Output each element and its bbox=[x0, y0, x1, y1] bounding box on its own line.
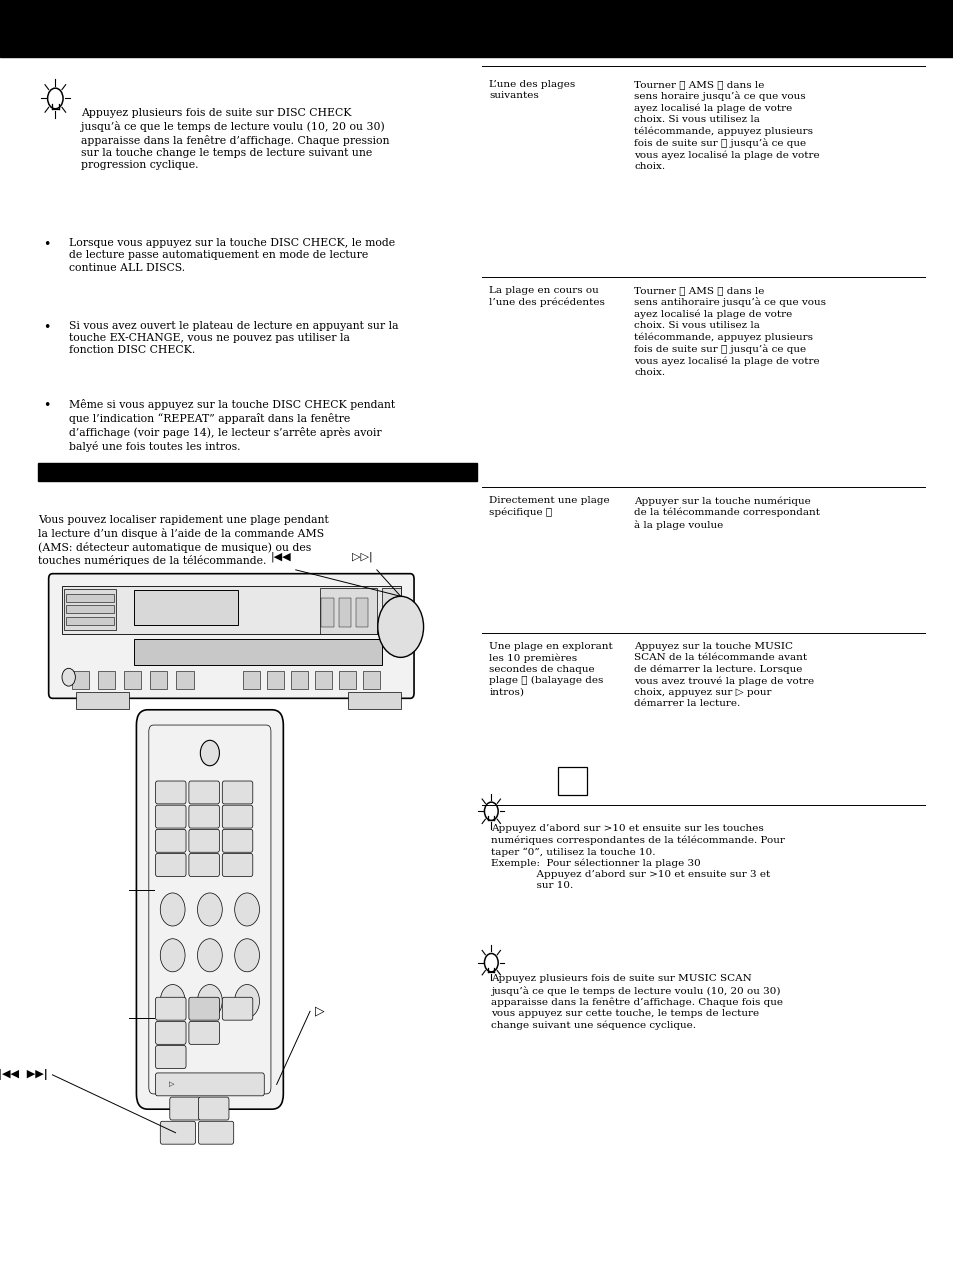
Circle shape bbox=[197, 893, 222, 926]
Text: Appuyez plusieurs fois de suite sur MUSIC SCAN
jusqu’à ce que le temps de lectur: Appuyez plusieurs fois de suite sur MUSI… bbox=[491, 974, 782, 1030]
Bar bbox=[321, 598, 334, 627]
Text: Une plage en explorant
les 10 premières
secondes de chaque
plage Ⓕ (balayage des: Une plage en explorant les 10 premières … bbox=[489, 642, 613, 697]
Text: •: • bbox=[43, 399, 51, 412]
Text: |◀◀: |◀◀ bbox=[271, 552, 292, 562]
Bar bbox=[338, 672, 355, 688]
Bar bbox=[66, 605, 113, 613]
FancyBboxPatch shape bbox=[189, 1021, 219, 1044]
Circle shape bbox=[234, 939, 259, 972]
Text: Appuyez plusieurs fois de suite sur DISC CHECK
jusqu’à ce que le temps de lectur: Appuyez plusieurs fois de suite sur DISC… bbox=[81, 108, 389, 170]
Circle shape bbox=[160, 893, 185, 926]
FancyBboxPatch shape bbox=[136, 710, 283, 1109]
Text: ▷: ▷ bbox=[314, 1005, 324, 1018]
FancyBboxPatch shape bbox=[49, 574, 414, 698]
Bar bbox=[97, 672, 114, 688]
FancyBboxPatch shape bbox=[198, 1122, 233, 1145]
FancyBboxPatch shape bbox=[189, 805, 219, 828]
Bar bbox=[66, 594, 113, 602]
Bar bbox=[338, 598, 351, 627]
Text: ▷: ▷ bbox=[169, 1081, 174, 1088]
Bar bbox=[62, 585, 400, 633]
Text: L’une des plages
suivantes: L’une des plages suivantes bbox=[489, 80, 575, 100]
Circle shape bbox=[200, 740, 219, 766]
Bar bbox=[381, 588, 400, 633]
Text: Appuyez d’abord sur >10 et ensuite sur les touches
numériques correspondantes de: Appuyez d’abord sur >10 et ensuite sur l… bbox=[491, 824, 784, 890]
Circle shape bbox=[377, 597, 423, 658]
FancyBboxPatch shape bbox=[189, 781, 219, 804]
FancyBboxPatch shape bbox=[222, 829, 253, 852]
Text: ▷▷|: ▷▷| bbox=[352, 552, 373, 562]
FancyBboxPatch shape bbox=[155, 854, 186, 876]
Circle shape bbox=[197, 985, 222, 1018]
Bar bbox=[362, 672, 379, 688]
FancyBboxPatch shape bbox=[160, 1122, 195, 1145]
FancyBboxPatch shape bbox=[198, 1096, 229, 1121]
FancyBboxPatch shape bbox=[155, 805, 186, 828]
FancyBboxPatch shape bbox=[155, 1021, 186, 1044]
Circle shape bbox=[62, 668, 75, 686]
Bar bbox=[314, 672, 332, 688]
Bar bbox=[133, 640, 381, 664]
FancyBboxPatch shape bbox=[222, 805, 253, 828]
FancyBboxPatch shape bbox=[222, 854, 253, 876]
FancyBboxPatch shape bbox=[189, 829, 219, 852]
FancyBboxPatch shape bbox=[155, 1074, 264, 1096]
Bar bbox=[348, 692, 400, 709]
Bar bbox=[38, 463, 476, 481]
FancyBboxPatch shape bbox=[155, 1046, 186, 1068]
Circle shape bbox=[160, 939, 185, 972]
FancyBboxPatch shape bbox=[222, 781, 253, 804]
Bar bbox=[71, 672, 89, 688]
Text: Vous pouvez localiser rapidement une plage pendant
la lecture d’un disque à l’ai: Vous pouvez localiser rapidement une pla… bbox=[38, 515, 329, 566]
Bar bbox=[243, 672, 260, 688]
Bar bbox=[124, 672, 141, 688]
Bar bbox=[64, 589, 116, 630]
Text: Directement une plage
spécifique Ⓕ: Directement une plage spécifique Ⓕ bbox=[489, 496, 609, 516]
Bar bbox=[151, 672, 168, 688]
Bar bbox=[66, 617, 113, 625]
Bar bbox=[291, 672, 308, 688]
FancyBboxPatch shape bbox=[170, 1096, 200, 1121]
Bar bbox=[355, 598, 368, 627]
FancyBboxPatch shape bbox=[155, 829, 186, 852]
Text: Tourner ⏮ AMS ⏭ dans le
sens antihoraire jusqu’à ce que vous
ayez localisé la pl: Tourner ⏮ AMS ⏭ dans le sens antihoraire… bbox=[634, 286, 825, 377]
Text: La plage en cours ou
l’une des précédentes: La plage en cours ou l’une des précédent… bbox=[489, 286, 604, 307]
Text: Lorsque vous appuyez sur la touche DISC CHECK, le mode
de lecture passe automati: Lorsque vous appuyez sur la touche DISC … bbox=[69, 238, 395, 272]
Circle shape bbox=[160, 985, 185, 1018]
Circle shape bbox=[234, 985, 259, 1018]
Text: Si vous avez ouvert le plateau de lecture en appuyant sur la
touche EX-CHANGE, v: Si vous avez ouvert le plateau de lectur… bbox=[69, 321, 397, 355]
Bar bbox=[319, 588, 376, 633]
Bar bbox=[0, 0, 953, 57]
Bar bbox=[76, 692, 129, 709]
Bar bbox=[267, 672, 284, 688]
FancyBboxPatch shape bbox=[155, 997, 186, 1020]
FancyBboxPatch shape bbox=[189, 854, 219, 876]
Circle shape bbox=[197, 939, 222, 972]
Bar bbox=[176, 672, 193, 688]
Text: Même si vous appuyez sur la touche DISC CHECK pendant
que l’indication “REPEAT” : Même si vous appuyez sur la touche DISC … bbox=[69, 399, 395, 452]
Circle shape bbox=[234, 893, 259, 926]
Bar bbox=[133, 590, 238, 625]
FancyBboxPatch shape bbox=[189, 997, 219, 1020]
Bar bbox=[558, 767, 586, 795]
Text: |◀◀  ▶▶|: |◀◀ ▶▶| bbox=[0, 1070, 48, 1080]
FancyBboxPatch shape bbox=[155, 781, 186, 804]
Text: •: • bbox=[43, 238, 51, 251]
FancyBboxPatch shape bbox=[222, 997, 253, 1020]
Text: Tourner ⏮ AMS ⏭ dans le
sens horaire jusqu’à ce que vous
ayez localisé la plage : Tourner ⏮ AMS ⏭ dans le sens horaire jus… bbox=[634, 80, 820, 170]
Text: •: • bbox=[43, 321, 51, 333]
Text: Ⓕ: Ⓕ bbox=[569, 776, 575, 786]
Text: Appuyer sur la touche numérique
de la télécommande correspondant
à la plage voul: Appuyer sur la touche numérique de la té… bbox=[634, 496, 820, 529]
Text: Appuyez sur la touche MUSIC
SCAN de la télécommande avant
de démarrer la lecture: Appuyez sur la touche MUSIC SCAN de la t… bbox=[634, 642, 814, 709]
